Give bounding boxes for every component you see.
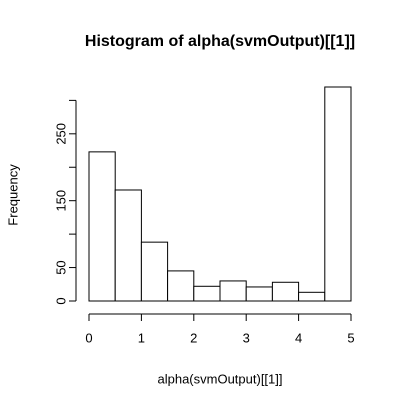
bar xyxy=(298,291,326,302)
x-tick-label: 5 xyxy=(347,330,354,345)
y-axis-label: Frequency xyxy=(5,164,20,226)
bar xyxy=(88,151,116,302)
bar xyxy=(271,281,300,302)
y-tick-label: 250 xyxy=(53,123,68,145)
y-tick-label: 150 xyxy=(53,190,68,212)
bar xyxy=(140,241,169,302)
y-tick-label: 50 xyxy=(53,260,68,274)
x-axis-label: alpha(svmOutput)[[1]] xyxy=(158,371,283,386)
bar xyxy=(114,189,142,302)
y-tick-label: 0 xyxy=(53,297,68,304)
x-tick-label: 2 xyxy=(190,330,197,345)
x-tick-label: 1 xyxy=(138,330,145,345)
bar xyxy=(324,86,352,302)
bar xyxy=(219,280,247,302)
x-tick-label: 3 xyxy=(243,330,250,345)
x-tick-label: 4 xyxy=(295,330,302,345)
chart-title: Histogram of alpha(svmOutput)[[1]] xyxy=(85,33,355,50)
bar xyxy=(193,285,221,302)
bar xyxy=(167,270,195,302)
bar xyxy=(245,286,273,302)
x-tick-label: 0 xyxy=(85,330,92,345)
